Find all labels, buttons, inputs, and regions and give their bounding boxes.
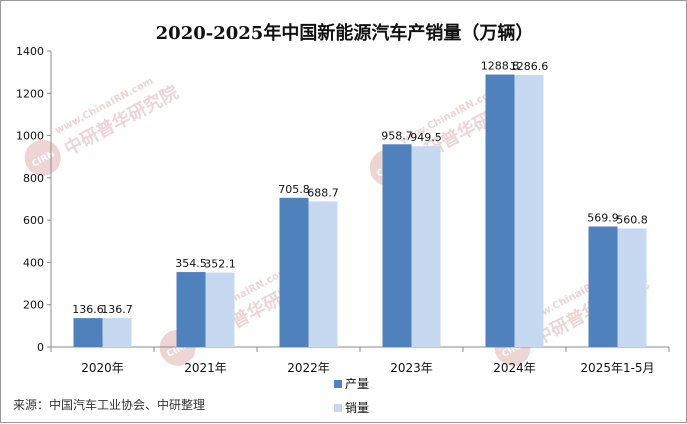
data-labels: 136.6 354.5 705.8 958.7 1288.8 569.9 136.7 352.…	[72, 60, 648, 317]
y-tick-label: 400	[23, 256, 44, 269]
data-label: 352.1	[204, 258, 236, 271]
x-tick-label: 2022年	[287, 361, 330, 375]
bar-sales	[617, 228, 647, 347]
y-tick-label: 800	[23, 172, 44, 185]
y-tick-label: 1400	[16, 45, 44, 58]
data-label: 569.9	[587, 212, 619, 225]
bar-sales	[308, 201, 338, 347]
bars	[73, 74, 647, 347]
y-tick-label: 200	[23, 299, 44, 312]
legend-item-sales: 销量	[334, 399, 369, 416]
watermark-logo-circle	[24, 139, 61, 176]
data-label: 136.7	[101, 303, 133, 316]
bar-production	[588, 226, 618, 347]
source-note: 来源：中国汽车工业协会、中研整理	[13, 398, 206, 412]
data-label: 136.6	[72, 303, 104, 316]
y-tick-label: 1000	[16, 130, 44, 143]
y-tick-label: 600	[23, 214, 44, 227]
legend-swatch-production	[334, 380, 342, 388]
x-tick-label: 2025年1-5月	[580, 361, 654, 375]
bar-sales	[411, 146, 441, 347]
data-label: 705.8	[278, 183, 310, 196]
data-label: 1286.6	[510, 60, 549, 73]
bar-sales	[514, 74, 544, 347]
axes: 0 200 400 600 800 1000 1200 1400 2020年 2021年 2022年…	[16, 45, 670, 375]
x-tick-label: 2021年	[184, 361, 227, 375]
x-tick-label: 2024年	[493, 361, 536, 375]
y-tick-label: 0	[37, 341, 44, 354]
chart-title: 2020-2025年中国新能源汽车产销量（万辆）	[155, 23, 534, 44]
bar-sales	[102, 318, 132, 347]
bar-production	[73, 318, 103, 347]
legend-label-production: 产量	[345, 377, 370, 391]
x-tick-label: 2020年	[81, 361, 124, 375]
data-label: 958.7	[381, 129, 413, 142]
data-label: 354.5	[175, 257, 207, 270]
legend-swatch-sales	[334, 404, 342, 412]
x-tick-label: 2023年	[390, 361, 433, 375]
data-label: 560.8	[616, 213, 648, 226]
data-label: 688.7	[307, 186, 339, 199]
bar-production	[382, 144, 412, 347]
bar-production	[176, 272, 206, 347]
bar-production	[485, 74, 515, 347]
data-label: 1288.8	[481, 60, 520, 73]
y-tick-label: 1200	[16, 87, 44, 100]
data-label: 949.5	[410, 131, 442, 144]
bar-sales	[205, 272, 235, 347]
legend-label-sales: 销量	[345, 401, 370, 415]
legend-item-production: 产量	[334, 375, 369, 392]
bar-production	[279, 197, 309, 347]
